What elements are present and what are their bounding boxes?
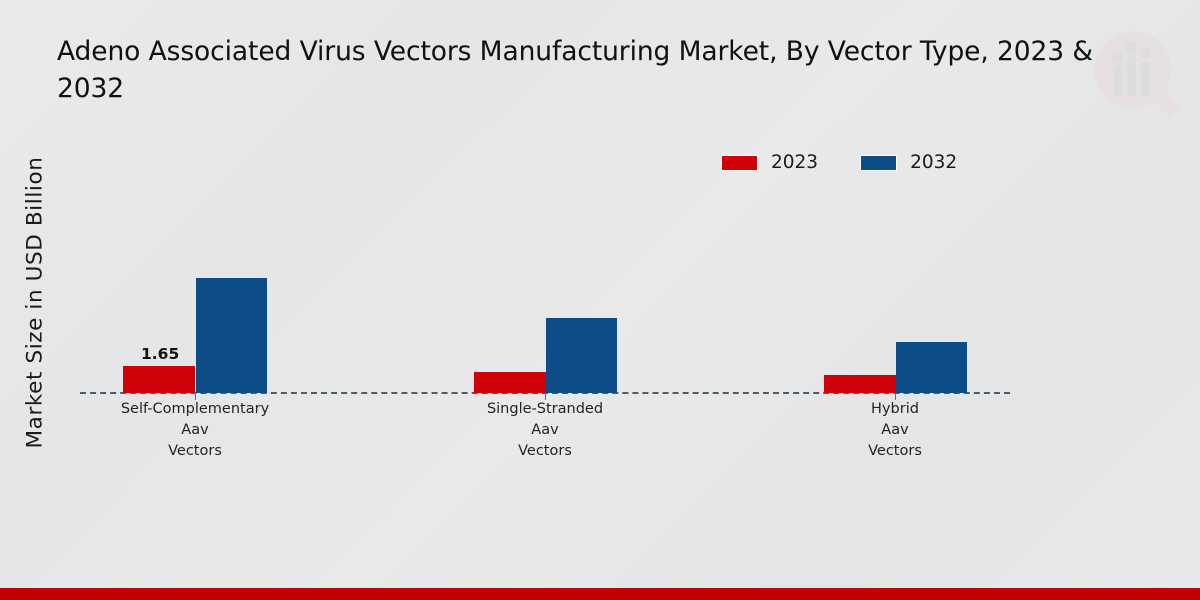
bar-value-label-1: 1.65 xyxy=(141,345,180,363)
category-label-2: Single-Stranded Aav Vectors xyxy=(486,401,604,459)
bar-2023-self-complementary-aav-vectors[interactable] xyxy=(123,366,195,393)
bar-2023-hybrid-aav-vectors[interactable] xyxy=(824,375,896,393)
legend-item-2032[interactable]: 2032 xyxy=(860,152,957,173)
footer-accent-strip xyxy=(0,588,1200,600)
category-label-1: Self-Complementary Aav Vectors xyxy=(120,401,270,459)
axis-tick-2 xyxy=(545,393,546,400)
bar-2032-single-stranded-aav-vectors[interactable] xyxy=(546,318,617,393)
chart-legend: 2023 2032 xyxy=(721,152,957,173)
legend-swatch-2032 xyxy=(860,154,898,171)
chart-title: Adeno Associated Virus Vectors Manufactu… xyxy=(57,36,1093,104)
legend-item-2023[interactable]: 2023 xyxy=(721,152,818,173)
axis-tick-1 xyxy=(195,393,196,400)
legend-label-2032: 2032 xyxy=(910,152,958,173)
legend-label-2023: 2023 xyxy=(771,152,819,173)
bar-2032-hybrid-aav-vectors[interactable] xyxy=(896,342,967,393)
axis-tick-3 xyxy=(895,393,896,400)
bar-2023-single-stranded-aav-vectors[interactable] xyxy=(474,372,546,393)
category-label-3: Hybrid Aav Vectors xyxy=(868,401,922,459)
bar-2032-self-complementary-aav-vectors[interactable] xyxy=(196,278,267,393)
legend-swatch-2023 xyxy=(721,154,758,171)
